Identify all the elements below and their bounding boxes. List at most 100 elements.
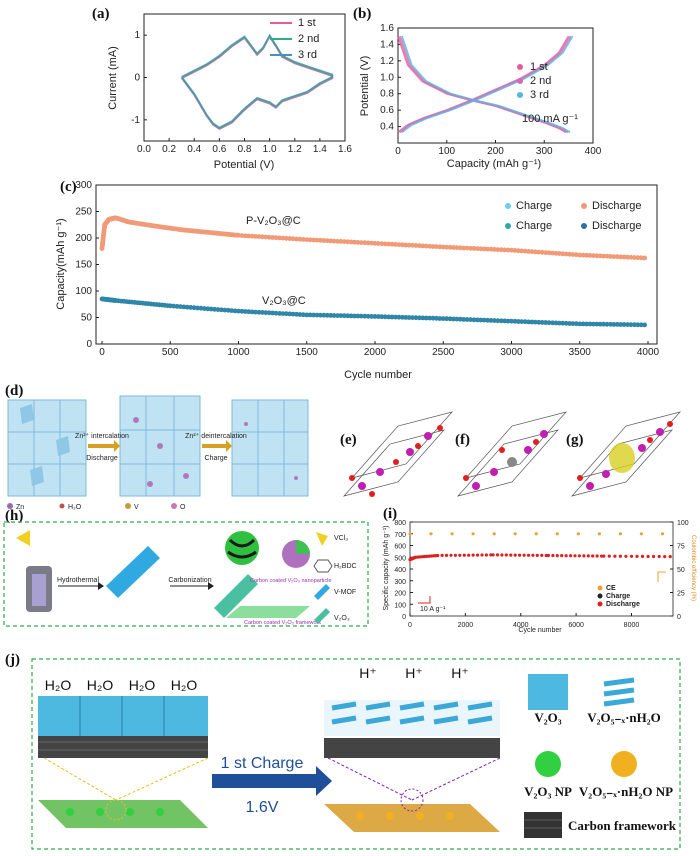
panel-i-ytick-label: 500 — [394, 555, 406, 562]
panel-a-legend-label: 3 rd — [298, 49, 317, 61]
panel-i-ytick-label: 25 — [677, 591, 685, 598]
panel-c-data-point — [362, 313, 368, 319]
panel-a-xtick-label: 0.6 — [212, 144, 226, 155]
panel-c-data-point — [625, 322, 630, 327]
panel-c-data-point — [492, 318, 497, 323]
panel-a-xtick-label: 0.8 — [238, 144, 252, 155]
panel-i-y2label: Coulombic efficiency (%) — [690, 535, 696, 601]
panel-c-xtick-label: 1000 — [227, 347, 250, 358]
panel-c-data-point — [358, 240, 364, 246]
panel-c-data-point — [621, 254, 627, 260]
panel-i-data-point — [440, 553, 444, 558]
panel-c-data-point — [519, 248, 525, 254]
panel-c-data-point — [358, 313, 364, 319]
panel-i-data-point — [471, 553, 475, 557]
panel-c-data-point — [324, 312, 330, 318]
panel-c-data-point — [509, 247, 514, 253]
panel-c-data-point — [307, 312, 313, 318]
panel-i-xtick-label: 4000 — [513, 622, 529, 629]
panel-i-ytick-label: 200 — [394, 591, 406, 598]
panel-c-data-point — [348, 239, 354, 245]
panel-i-ytick-label: 0 — [677, 614, 681, 621]
panel-c-data-point — [468, 317, 473, 322]
panel-i-data-point — [569, 554, 573, 558]
panel-c-ylabel: Capacity(mAh g⁻¹) — [55, 218, 67, 309]
panel-c-data-point — [536, 249, 542, 255]
panel-c-data-point — [406, 315, 412, 320]
carbon-framework-sheet — [226, 606, 310, 618]
panel-i-data-point — [504, 553, 508, 557]
h2o-label-1: H₂O — [45, 677, 72, 693]
legend-v2o3: V₂O₃ — [334, 615, 350, 622]
charge-arrow-label: 1 st Charge — [221, 755, 304, 772]
panel-c-data-point — [396, 242, 402, 248]
panel-i-xtick-label: 0 — [408, 622, 412, 629]
panel-j: (j) H₂O H₂O H₂O H₂O 1 st Charge 1.6V — [5, 652, 681, 850]
panel-i-data-point — [555, 554, 559, 558]
panel-c-data-point — [369, 314, 374, 319]
panel-c-data-point — [372, 240, 378, 246]
panel-c-data-point — [447, 316, 453, 322]
panel-c-data-point — [382, 314, 388, 320]
panel-c-data-point — [498, 247, 504, 253]
panel-c-xtick-label: 3500 — [569, 347, 592, 358]
panel-c-data-point — [260, 310, 265, 315]
panel-c-xticks: 0 500 1000 1500 2000 2500 3000 3500 4000 — [99, 341, 660, 358]
panel-c-data-point — [475, 317, 480, 323]
panel-c-data-point — [270, 310, 275, 316]
panel-c-data-point — [399, 242, 405, 248]
v2o3-legend-icon — [528, 674, 568, 710]
panel-c-ytick-label: 200 — [75, 233, 92, 244]
panel-c-data-point — [526, 249, 531, 254]
legend-h2bdc: H₂BDC — [334, 563, 357, 570]
panel-h-legend: VCl₃ H₂BDC V-MOF V₂O₃ — [313, 532, 357, 624]
panel-c-data-point — [246, 309, 252, 315]
nanoparticle-icon — [225, 531, 259, 565]
panel-i: (i) 0 2000 4000 6000 8000 010020030040050060… — [383, 506, 696, 634]
panel-c-legend-marker — [581, 203, 587, 209]
panel-i-letter: (i) — [383, 506, 397, 522]
panel-a-yticks: -1 0 1 — [131, 30, 147, 126]
panel-c-data-point — [437, 244, 443, 250]
panel-i-data-point — [500, 553, 504, 557]
v2o5-np-legend-icon — [611, 751, 637, 777]
panel-c-data-point — [403, 315, 409, 320]
panel-b-ytick-label: 0.6 — [380, 105, 394, 116]
panel-c-data-point — [311, 312, 316, 318]
panel-i-data-point — [540, 553, 544, 558]
panel-c-data-point — [488, 246, 494, 252]
panel-c-data-point — [376, 241, 381, 246]
h2o-label-2: H₂O — [87, 677, 114, 693]
panel-d-crystal-1 — [7, 399, 87, 497]
panel-c-data-point — [242, 233, 248, 239]
panel-i-data-point — [646, 554, 650, 559]
panel-i-points — [408, 532, 672, 604]
panel-d-crystal-3 — [231, 399, 309, 497]
panel-b-xticks: 0 100 200 300 400 — [395, 140, 602, 157]
proton-label-2: H⁺ — [405, 665, 423, 681]
panel-c-data-point — [352, 313, 357, 319]
panel-b-ylabel: Potential (V) — [359, 56, 371, 117]
panel-c-data-point — [488, 318, 494, 323]
panel-c-data-point — [239, 233, 245, 239]
panel-i-data-point — [467, 553, 471, 557]
panel-c-data-point — [608, 254, 613, 259]
panel-c-data-point — [437, 316, 443, 321]
panel-a-xtick-label: 0.0 — [137, 144, 151, 155]
panel-a-cycle-curve — [181, 33, 334, 129]
panel-i-data-point — [591, 554, 595, 558]
panel-c-data-point — [594, 321, 600, 327]
panel-a-xticks: 0.0 0.2 0.4 0.6 0.8 1.0 1.2 1.4 1.6 — [137, 138, 352, 155]
panel-c-data-point — [628, 322, 634, 328]
panel-c-data-point — [570, 321, 576, 326]
panel-i-data-point — [595, 554, 599, 558]
panel-c-data-point — [457, 316, 463, 322]
panel-c-data-point — [526, 319, 531, 325]
legend-zn: Zn — [16, 504, 24, 511]
panel-i-data-point — [458, 553, 462, 557]
panel-i-data-point — [534, 532, 538, 536]
panel-c-data-point — [594, 253, 600, 259]
panel-c-data-point — [355, 240, 361, 245]
panel-c-frame — [95, 184, 658, 345]
panel-c-data-point — [362, 240, 368, 246]
